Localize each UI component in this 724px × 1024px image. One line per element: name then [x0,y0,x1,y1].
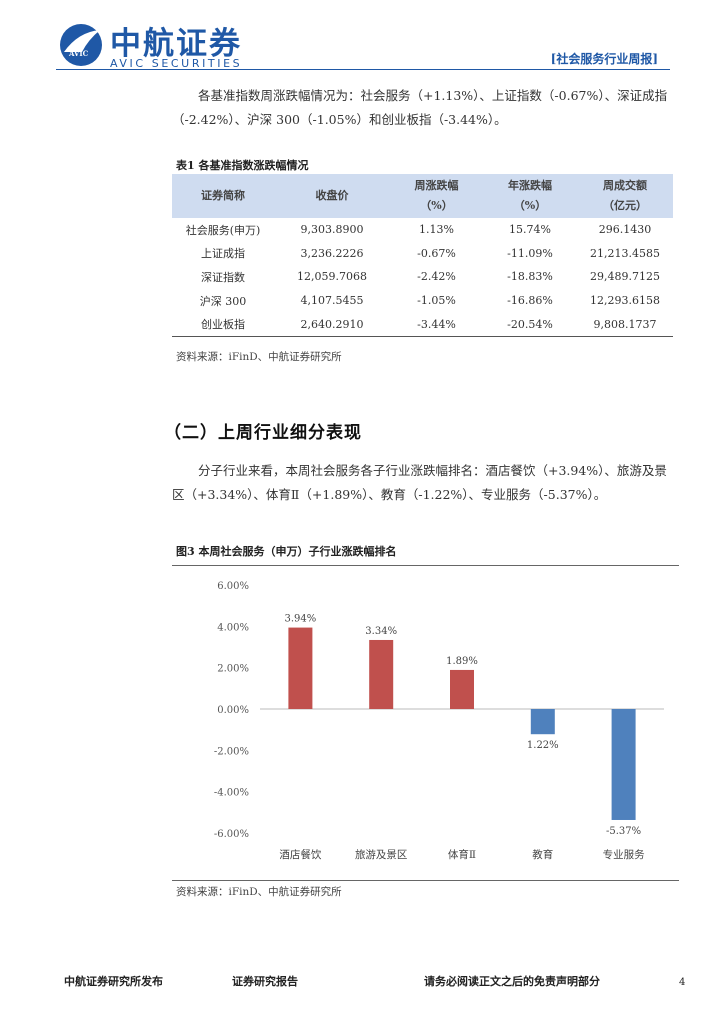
cell-name: 深证指数 [201,270,245,284]
x-category-label: 教育 [532,848,553,861]
col-header-year-change: 年涨跌幅 （%） [483,174,577,218]
table-row: 创业板指 2,640.2910 -3.44% -20.54% 9,808.173… [172,312,673,337]
col-header-week-turnover: 周成交额 （亿元） [577,174,673,218]
x-category-label: 酒店餐饮 [279,848,321,861]
table-row: 社会服务(申万) 9,303.8900 1.13% 15.74% 296.143… [172,218,673,242]
section-title: （二）上周行业细分表现 [164,423,362,443]
y-tick-label: 2.00% [217,664,249,675]
cell-week-turnover: 9,808.1737 [577,312,673,337]
y-tick-label: -6.00% [214,829,249,840]
avic-logo-mark: AVIC [60,24,102,66]
logo-chinese-name: 中航证券 [110,26,242,62]
cell-week-change: -1.05% [417,294,456,308]
page-number: 4 [679,977,686,988]
header-divider [56,69,670,70]
x-category-label: 专业服务 [603,848,645,861]
cell-year-change: -20.54% [483,312,577,337]
cell-close: 12,059.7068 [297,270,367,284]
cell-week-turnover: 21,213.4585 [590,246,660,260]
cell-week-turnover: 296.1430 [598,223,652,237]
col-header-name: 证券简称 [172,174,274,218]
bar [611,709,636,820]
chart-caption: 图3 本周社会服务（申万）子行业涨跌幅排名 [176,545,397,558]
cell-year-change: 15.74% [509,223,551,237]
x-category-label: 体育Ⅱ [448,848,476,861]
table-row: 上证成指 3,236.2226 -0.67% -11.09% 21,213.45… [172,242,673,266]
cell-name: 创业板指 [172,312,274,337]
y-tick-label: -2.00% [214,746,249,757]
benchmark-index-table: 证券简称 收盘价 周涨跌幅 （%） 年涨跌幅 （%） 周成交额 （亿元） 社会服务(申… [172,174,673,337]
cell-week-turnover: 12,293.6158 [590,294,660,308]
subindustry-bar-chart: 6.00% 4.00% 2.00% 0.00% -2.00% -4.00% -6.00% 3.… [214,581,664,861]
section-paragraph-text: 分子行业来看，本周社会服务各子行业涨跌幅排名：酒店餐饮（+3.94%）、旅游及景… [172,463,667,502]
cell-name: 上证成指 [201,247,245,261]
x-category-label: 旅游及景区 [355,848,408,861]
cell-close: 2,640.2910 [274,312,390,337]
chart-top-rule [172,565,679,566]
section-paragraph: 分子行业来看，本周社会服务各子行业涨跌幅排名：酒店餐饮（+3.94%）、旅游及景… [172,459,672,507]
bar-data-label: -5.37% [606,826,641,837]
cell-close: 9,303.8900 [300,223,364,237]
cell-week-change: -0.67% [417,246,456,260]
bar-data-label: 3.94% [285,614,317,625]
logo-badge-text: AVIC [68,49,89,58]
chart-bottom-rule [172,880,679,881]
cell-week-change: -3.44% [390,312,483,337]
cell-year-change: -16.86% [507,294,553,308]
cell-week-change: -2.42% [417,270,456,284]
table-row: 深证指数 12,059.7068 -2.42% -18.83% 29,489.7… [172,265,673,289]
bar [450,669,474,709]
intro-paragraph-text: 各基准指数周涨跌幅情况为：社会服务（+1.13%）、上证指数（-0.67%）、深… [172,88,668,127]
y-tick-label: 6.00% [217,581,249,592]
chart-source-note: 资料来源：iFinD、中航证券研究所 [176,886,342,898]
cell-close: 3,236.2226 [300,246,364,260]
bar [288,627,313,709]
cell-week-turnover: 29,489.7125 [590,270,660,284]
y-tick-label: 4.00% [217,622,249,633]
cell-close: 4,107.5455 [300,294,364,308]
cell-name: 社会服务(申万) [185,223,261,237]
table-header-row: 证券简称 收盘价 周涨跌幅 （%） 年涨跌幅 （%） 周成交额 （亿元） [172,174,673,218]
logo-english-name: AVIC SECURITIES [110,57,243,70]
cell-year-change: -11.09% [507,246,553,260]
intro-paragraph: 各基准指数周涨跌幅情况为：社会服务（+1.13%）、上证指数（-0.67%）、深… [172,84,672,132]
table-source-note: 资料来源：iFinD、中航证券研究所 [176,351,342,363]
cell-name: 沪深 300 [199,294,247,308]
col-header-close: 收盘价 [274,174,390,218]
cell-week-change: 1.13% [419,223,454,237]
col-header-week-change: 周涨跌幅 （%） [390,174,483,218]
bar-data-label: 3.34% [365,626,397,637]
y-tick-label: 0.00% [217,705,249,716]
report-type-tag: [社会服务行业周报] [550,52,658,66]
footer-report-type: 证券研究报告 [232,975,298,988]
footer-disclaimer: 请务必阅读正文之后的免责声明部分 [424,975,600,988]
bar [530,709,555,735]
y-tick-label: -4.00% [214,788,249,799]
cell-year-change: -18.83% [507,270,553,284]
bar-data-label: 1.89% [446,656,478,667]
table-caption: 表1 各基准指数涨跌幅情况 [176,159,309,172]
table-row: 沪深 300 4,107.5455 -1.05% -16.86% 12,293.… [172,289,673,313]
bar [369,639,394,709]
bar-data-label: 1.22% [527,740,559,751]
footer-publisher: 中航证券研究所发布 [64,975,163,988]
